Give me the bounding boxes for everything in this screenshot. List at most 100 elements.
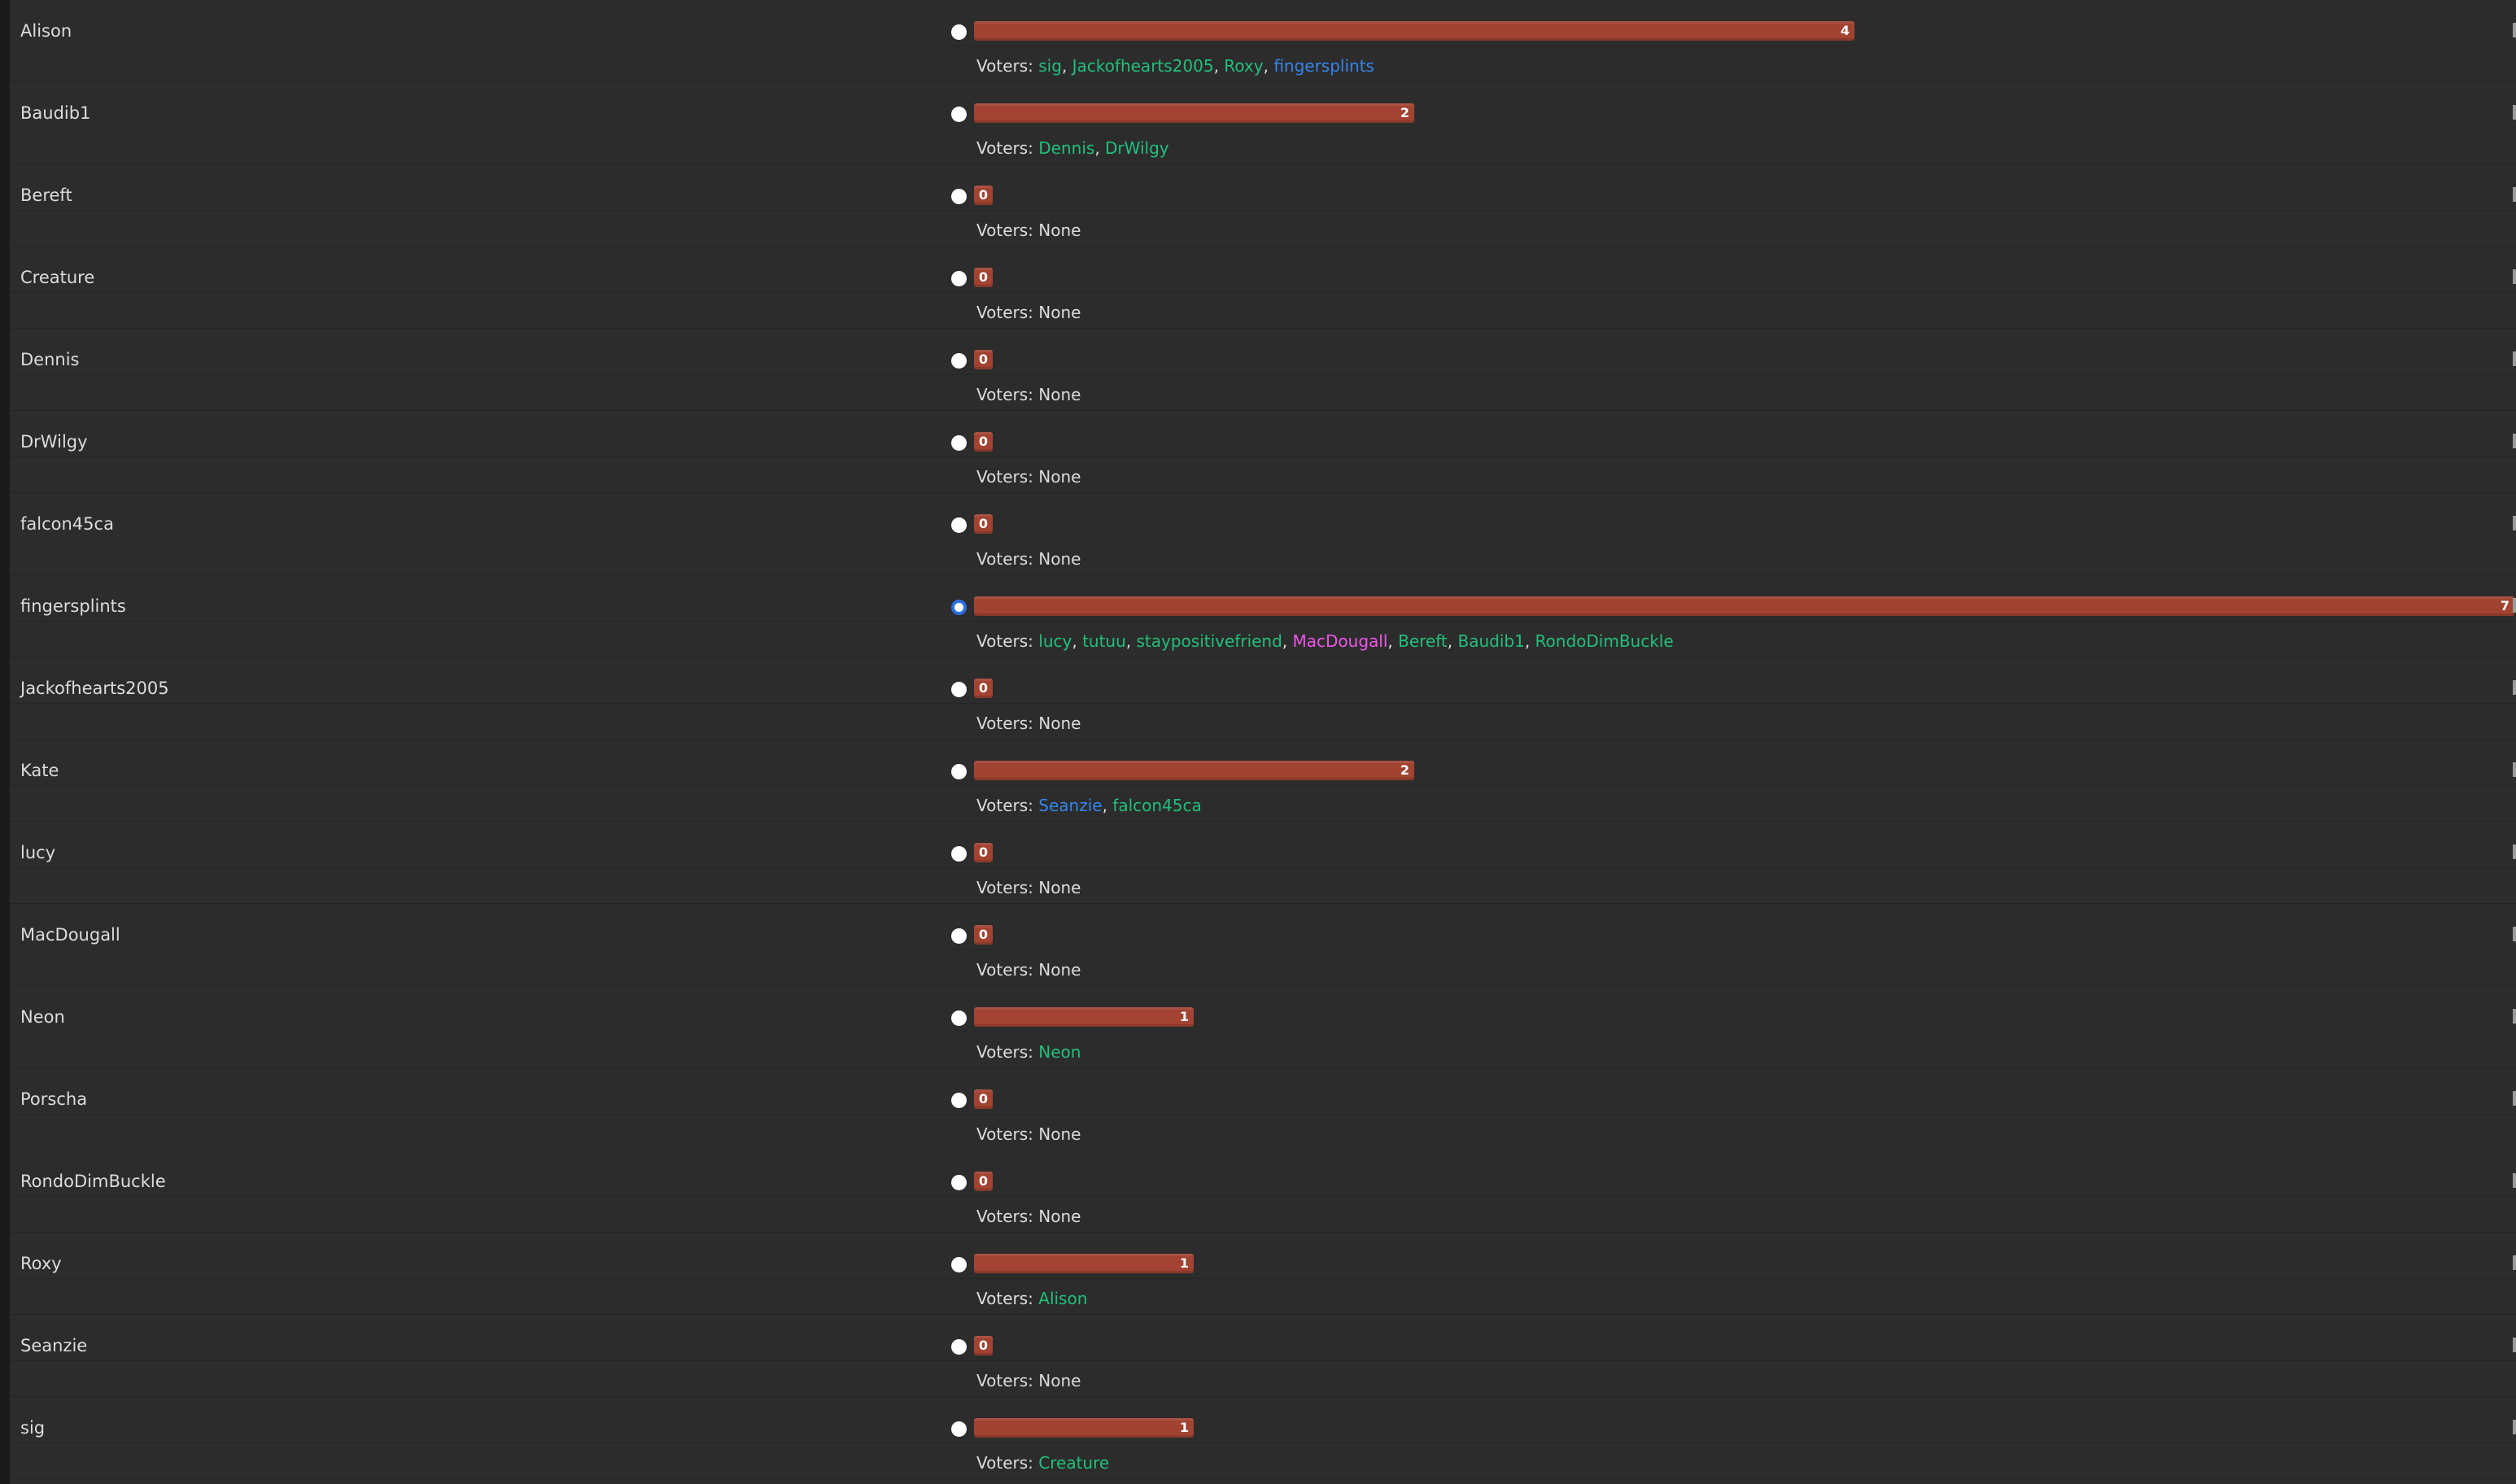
voter-link[interactable]: Baudib1 (1457, 631, 1525, 651)
voter-link[interactable]: fingersplints (1273, 56, 1374, 76)
left-edge-strip (0, 0, 10, 1484)
vote-count: 7 (2500, 598, 2509, 613)
vote-count: 0 (978, 1091, 988, 1106)
voters-row: Voters: Dennis, DrWilgy (10, 129, 2516, 164)
voter-link[interactable]: Jackofhearts2005 (1072, 56, 1214, 76)
vote-bar: 7 (974, 596, 2514, 616)
voters-row: Voters: Alison (10, 1279, 2516, 1314)
right-edge-mark (2513, 23, 2516, 37)
vote-count: 0 (978, 1173, 988, 1189)
poll-row-main: falcon45ca 0 (10, 493, 2516, 539)
vote-radio[interactable] (951, 1257, 967, 1272)
right-edge-mark (2513, 1420, 2516, 1434)
poll-row: sig 1 Voters: Creature (10, 1397, 2516, 1479)
voters-row: Voters: None (10, 539, 2516, 574)
poll-row: Jackofhearts2005 0 Voters: None (10, 657, 2516, 740)
voter-link[interactable]: sig (1038, 56, 1062, 76)
vote-radio[interactable] (951, 1339, 967, 1355)
vote-radio[interactable] (951, 24, 967, 40)
poll-row: lucy 0 Voters: None (10, 822, 2516, 904)
vote-bar-track: 0 (974, 186, 2514, 205)
right-edge-mark (2513, 1009, 2516, 1024)
voter-link[interactable]: lucy (1038, 631, 1072, 651)
voters-list: Voters: sig, Jackofhearts2005, Roxy, fin… (976, 56, 1374, 76)
vote-count: 0 (978, 845, 988, 860)
vote-radio[interactable] (951, 764, 967, 779)
right-edge-mark (2513, 927, 2516, 941)
voter-link[interactable]: falcon45ca (1112, 796, 1202, 815)
voters-label: Voters: (976, 1124, 1033, 1144)
vote-radio[interactable] (951, 353, 967, 369)
voters-row: Voters: lucy, tutuu, staypositivefriend,… (10, 622, 2516, 657)
vote-bar: 0 (974, 268, 993, 287)
voter-link[interactable]: tutuu (1082, 631, 1126, 651)
voter-link[interactable]: Bereft (1398, 631, 1448, 651)
vote-radio[interactable] (951, 1093, 967, 1108)
vote-radio[interactable] (951, 1175, 967, 1190)
vote-bar: 0 (974, 1336, 993, 1355)
vote-radio[interactable] (951, 846, 967, 862)
voters-row: Voters: None (10, 868, 2516, 903)
voter-link[interactable]: staypositivefriend (1136, 631, 1282, 651)
vote-count: 0 (978, 269, 988, 285)
vote-bar-track: 0 (974, 1089, 2514, 1109)
poll-row-main: DrWilgy 0 (10, 411, 2516, 457)
voter-link[interactable]: Dennis (1038, 138, 1095, 158)
voters-label: Voters: (976, 631, 1033, 651)
vote-radio[interactable] (951, 435, 967, 451)
voters-list: Voters: None (976, 303, 1081, 322)
poll-row-main: Dennis 0 (10, 329, 2516, 375)
vote-radio[interactable] (951, 107, 967, 122)
voter-link[interactable]: MacDougall (1292, 631, 1388, 651)
voter-link[interactable]: Seanzie (1038, 796, 1103, 815)
candidate-name: Jackofhearts2005 (20, 679, 169, 698)
vote-count: 0 (978, 187, 988, 203)
vote-bar: 1 (974, 1007, 1194, 1027)
voters-row: Voters: sig, Jackofhearts2005, Roxy, fin… (10, 46, 2516, 81)
vote-radio[interactable] (951, 517, 967, 533)
voter-link[interactable]: Alison (1038, 1289, 1088, 1308)
voters-row: Voters: Neon (10, 1032, 2516, 1067)
voters-label: Voters: (976, 303, 1033, 322)
voters-label: Voters: (976, 960, 1033, 980)
voters-list: Voters: Alison (976, 1289, 1087, 1308)
vote-count: 1 (1179, 1420, 1189, 1435)
vote-radio[interactable] (951, 271, 967, 286)
vote-bar: 0 (974, 186, 993, 205)
voters-none: None (1038, 467, 1081, 487)
poll-row-main: MacDougall 0 (10, 904, 2516, 950)
voters-list: Voters: None (976, 220, 1081, 240)
poll-row: Alison 4 Voters: sig, Jackofhearts2005, Ro… (10, 0, 2516, 82)
vote-radio[interactable] (951, 189, 967, 204)
voter-separator: , (1094, 138, 1106, 158)
poll-row-main: Kate 2 (10, 740, 2516, 786)
poll-results-list: Alison 4 Voters: sig, Jackofhearts2005, Ro… (10, 0, 2516, 1479)
vote-count: 2 (1400, 762, 1409, 778)
vote-radio[interactable] (951, 1421, 967, 1437)
vote-radio[interactable] (951, 600, 967, 615)
vote-radio[interactable] (951, 1010, 967, 1026)
candidate-name: Kate (20, 761, 59, 780)
voters-label: Voters: (976, 714, 1033, 733)
vote-radio[interactable] (951, 928, 967, 944)
voters-none: None (1038, 220, 1081, 240)
poll-row: Porscha 0 Voters: None (10, 1068, 2516, 1150)
voters-list: Voters: None (976, 1124, 1081, 1144)
voters-list: Voters: None (976, 1207, 1081, 1226)
vote-bar: 0 (974, 1089, 993, 1109)
voters-list: Voters: Dennis, DrWilgy (976, 138, 1169, 158)
voters-row: Voters: None (10, 375, 2516, 410)
poll-row-main: Porscha 0 (10, 1068, 2516, 1115)
vote-bar: 0 (974, 1172, 993, 1191)
vote-bar-track: 0 (974, 514, 2514, 534)
vote-radio[interactable] (951, 682, 967, 697)
voter-link[interactable]: Neon (1038, 1042, 1081, 1062)
vote-bar-track: 1 (974, 1007, 2514, 1027)
voter-link[interactable]: Roxy (1224, 56, 1264, 76)
voters-none: None (1038, 878, 1081, 897)
voter-link[interactable]: RondoDimBuckle (1535, 631, 1674, 651)
voters-row: Voters: Creature (10, 1443, 2516, 1478)
vote-bar-track: 0 (974, 432, 2514, 452)
voter-link[interactable]: DrWilgy (1105, 138, 1169, 158)
voter-link[interactable]: Creature (1038, 1453, 1110, 1473)
